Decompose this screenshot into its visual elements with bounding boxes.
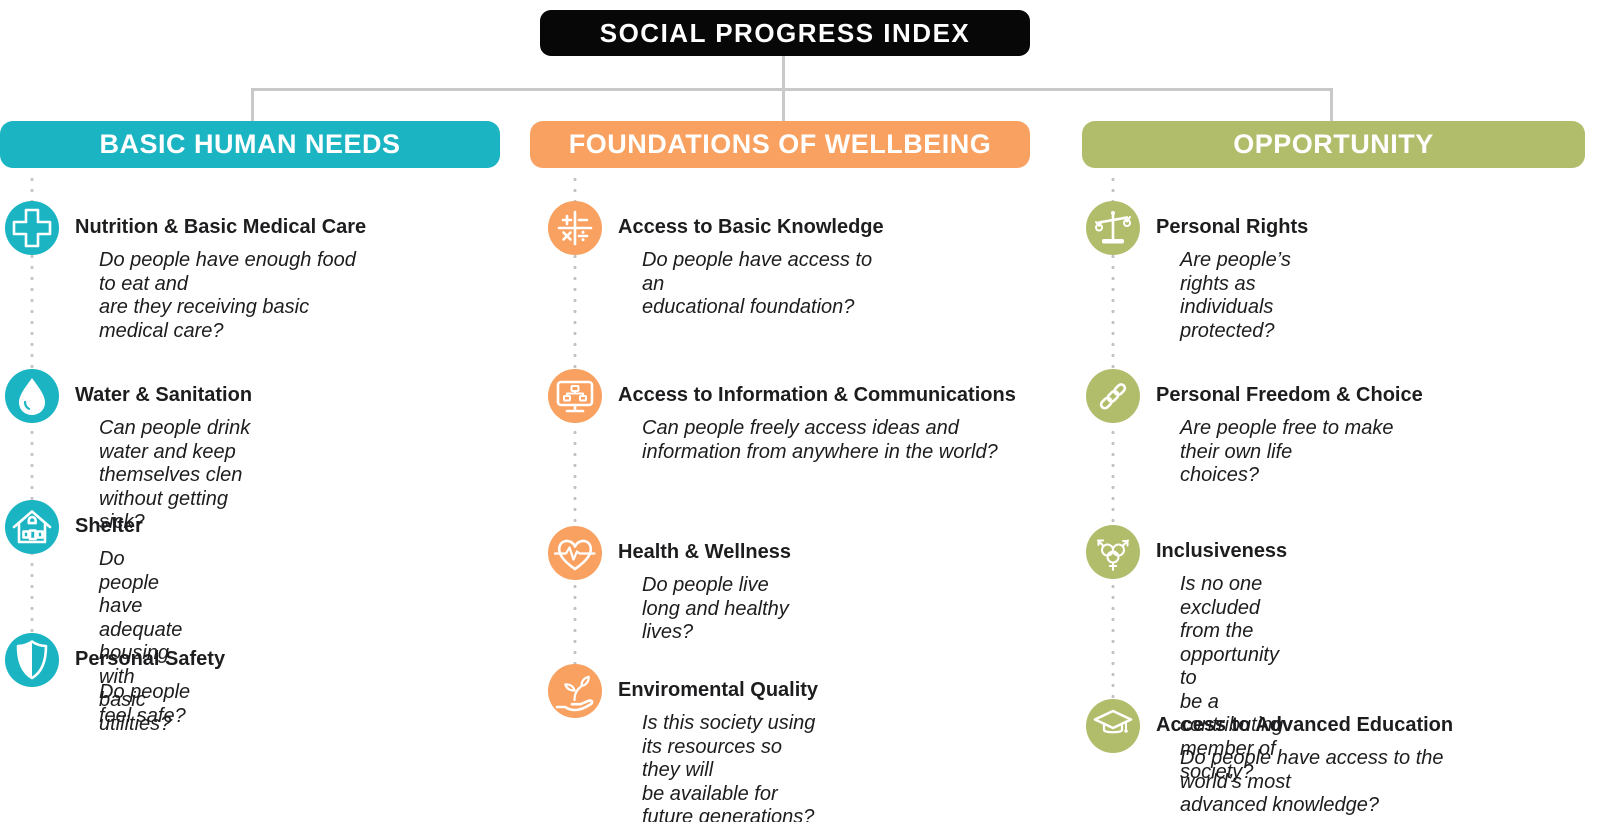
root-title: SOCIAL PROGRESS INDEX (599, 17, 971, 48)
item-question: Do people have adequate housing with bas… (99, 548, 183, 735)
item-title: Enviromental Quality (618, 679, 819, 701)
item-title: Personal Safety (75, 648, 226, 670)
connector-root-vertical (782, 56, 785, 89)
item-question: Do people have enough food to eat and ar… (99, 249, 356, 342)
heart-pulse-icon (548, 526, 602, 580)
item-question: Is no one excluded from the opportunity … (1180, 573, 1284, 783)
connector-horizontal (251, 88, 1333, 91)
item-question: Do people live long and healthy lives? (642, 574, 789, 643)
column-header-foundations-of-wellbeing: FOUNDATIONS OF WELLBEING (530, 121, 1030, 168)
item-question: Are people’s rights as individuals prote… (1180, 249, 1291, 342)
monitor-network-icon (548, 369, 602, 423)
item-question: Do people have access to the world’s mos… (1180, 747, 1444, 816)
connector-right-vertical (1330, 88, 1333, 122)
chain-links-icon (1086, 369, 1140, 423)
connector-middle-vertical (782, 88, 785, 122)
item-question: Is this society using its resources so t… (642, 712, 816, 822)
item-title: Personal Freedom & Choice (1156, 384, 1423, 406)
item-question: Can people drink water and keep themselv… (99, 417, 251, 533)
item-title: Health & Wellness (618, 541, 792, 563)
house-icon (5, 500, 59, 554)
column-header-opportunity: OPPORTUNITY (1082, 121, 1585, 168)
dotted-line-column-3 (1111, 174, 1115, 734)
item-title: Nutrition & Basic Medical Care (75, 216, 367, 238)
item-title: Access to Basic Knowledge (618, 216, 884, 238)
water-drop-icon (5, 369, 59, 423)
column-header-label: BASIC HUMAN NEEDS (99, 129, 401, 159)
balance-scales-icon (1086, 201, 1140, 255)
item-question: Can people freely access ideas and infor… (642, 417, 998, 463)
graduation-cap-icon (1086, 699, 1140, 753)
gender-inclusion-icon (1086, 525, 1140, 579)
item-question: Do people have access to an educational … (642, 249, 873, 318)
column-header-basic-human-needs: BASIC HUMAN NEEDS (0, 121, 500, 168)
item-question: Do people feel safe? (99, 681, 191, 727)
item-title: Personal Rights (1156, 216, 1309, 238)
item-question: Are people free to make their own life c… (1180, 417, 1394, 486)
item-title: Inclusiveness (1156, 540, 1288, 562)
hand-sprout-icon (548, 664, 602, 718)
item-title: Access to Advanced Education (1156, 714, 1454, 736)
column-header-label: FOUNDATIONS OF WELLBEING (568, 129, 992, 159)
column-header-label: OPPORTUNITY (1233, 129, 1434, 159)
item-title: Water & Sanitation (75, 384, 253, 406)
connector-left-vertical (251, 88, 254, 122)
medical-cross-icon (5, 201, 59, 255)
item-title: Access to Information & Communications (618, 384, 1016, 406)
item-title: Shelter (75, 515, 143, 537)
dotted-line-column-2 (573, 174, 577, 699)
shield-icon (5, 633, 59, 687)
root-title-box: SOCIAL PROGRESS INDEX (540, 10, 1030, 56)
math-operations-icon (548, 201, 602, 255)
